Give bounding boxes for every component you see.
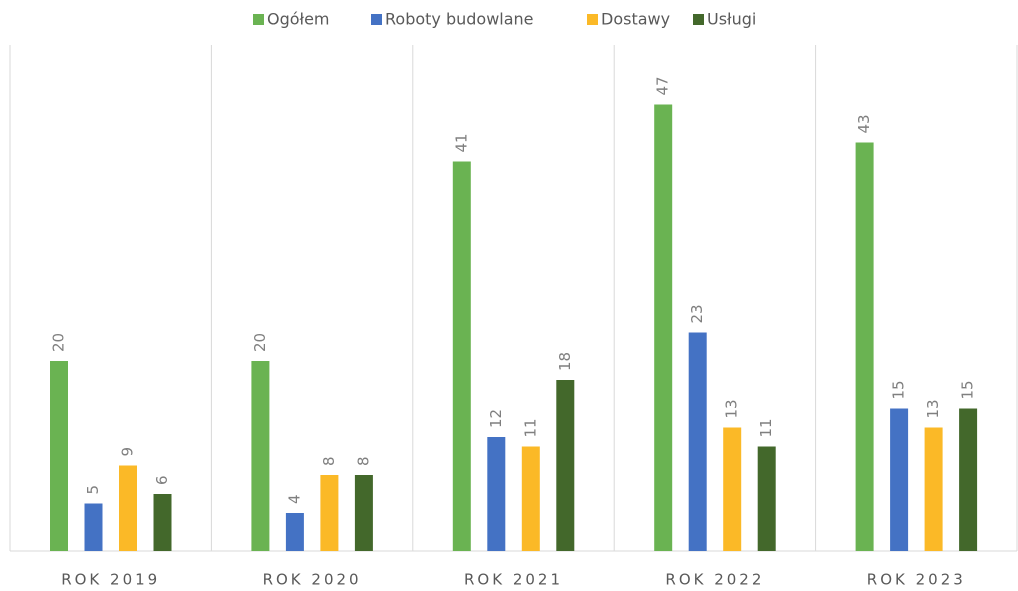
data-label: 8 [354,456,372,466]
legend-swatch [253,14,264,25]
data-label: 13 [723,399,741,418]
data-label: 13 [924,399,942,418]
legend-label: Usługi [707,10,756,29]
x-tick-label: ROK 2023 [867,571,966,589]
x-tick-label: ROK 2019 [61,571,160,589]
legend-label: Ogółem [267,10,330,29]
bar [959,408,978,551]
data-label: 4 [285,494,303,504]
bar [757,446,776,551]
data-label: 9 [119,447,137,457]
data-label: 11 [757,418,775,437]
bar [556,380,575,551]
bar [487,437,506,551]
data-label: 47 [654,76,672,95]
bar [521,446,540,551]
data-label: 18 [556,352,574,371]
bar [50,361,68,551]
data-label: 15 [959,380,977,399]
x-tick-label: ROK 2020 [263,571,362,589]
x-tick-label: ROK 2021 [464,571,563,589]
bar [251,361,270,551]
data-label: 15 [890,380,908,399]
data-label: 8 [320,456,338,466]
bar [688,332,707,551]
bar [924,427,943,551]
bar [723,427,742,551]
legend-swatch [587,14,598,25]
bar [855,142,874,551]
data-label: 43 [855,114,873,133]
bar [153,494,172,551]
data-label: 41 [452,133,470,152]
legend-swatch [693,14,704,25]
bar [452,161,471,551]
legend-label: Roboty budowlane [385,10,534,29]
legend-label: Dostawy [601,10,670,29]
bar [890,408,909,551]
bar [285,513,304,551]
data-label: 6 [153,475,171,485]
data-label: 11 [521,418,539,437]
bar [354,475,373,551]
legend-swatch [371,14,382,25]
bar [119,465,137,551]
data-label: 20 [251,333,269,352]
data-label: 12 [487,409,505,428]
x-tick-label: ROK 2022 [665,571,764,589]
bar [84,503,103,551]
bar [654,104,673,551]
data-label: 5 [84,485,102,495]
data-label: 20 [50,333,68,352]
data-label: 23 [688,304,706,323]
bar [320,475,339,551]
